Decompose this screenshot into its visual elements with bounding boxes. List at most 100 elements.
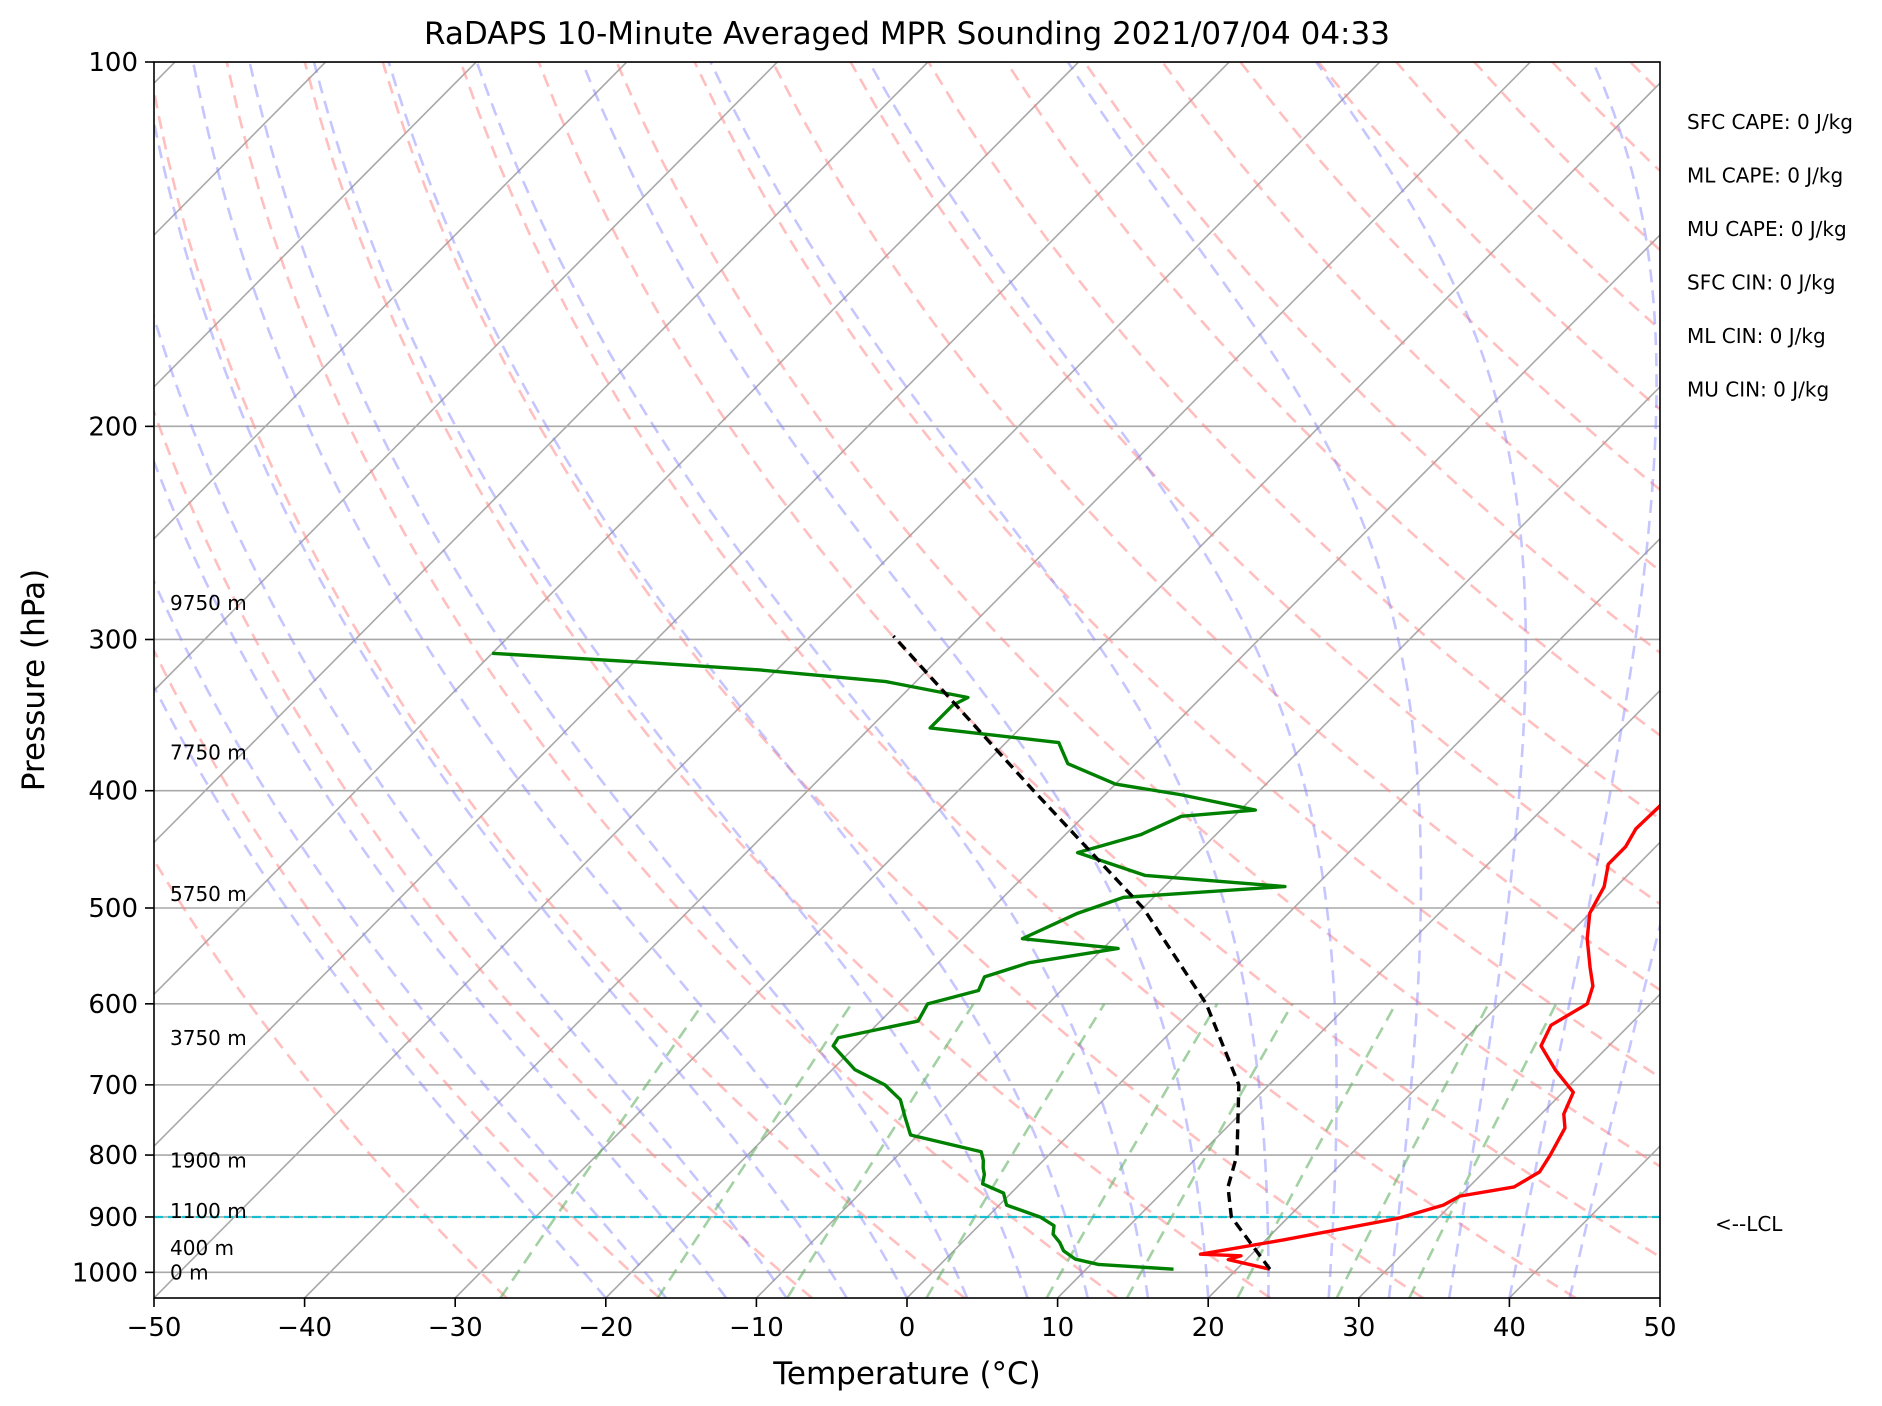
dry-adiabat-line	[225, 62, 1119, 1298]
isotherm-line	[154, 62, 1080, 996]
moist-adiabat-line	[154, 578, 668, 1298]
y-axis-label: Pressure (hPa)	[16, 569, 52, 791]
dry-adiabat-line	[381, 62, 1424, 1298]
moist-adiabat-line	[709, 62, 1270, 1298]
moist-adiabat-line	[154, 313, 788, 1298]
y-tick-label: 400	[88, 777, 138, 807]
isotherm-line	[1358, 993, 1660, 1298]
plot-area	[154, 62, 1882, 1298]
x-tick-label: −40	[277, 1313, 332, 1343]
isotherm-line	[154, 62, 1230, 1148]
isotherm-line	[154, 62, 477, 388]
isotherm-line	[154, 62, 778, 692]
y-tick-label: 500	[88, 894, 138, 924]
dry-adiabat-line	[303, 62, 1271, 1298]
dry-adiabat-line	[154, 857, 508, 1298]
moist-adiabat-line	[1508, 62, 1658, 1298]
isotherm-line	[304, 62, 1531, 1298]
height-label: 400 m	[170, 1236, 234, 1260]
x-axis: −50 −40 −30 −20 −10 0 10 20 30 40 50	[127, 1298, 1677, 1343]
x-tick-label: 30	[1342, 1313, 1375, 1343]
dry-adiabat-line	[927, 62, 1660, 821]
mixing-ratio-line	[656, 1003, 853, 1298]
moist-adiabat-line	[1066, 62, 1423, 1298]
x-tick-label: 20	[1192, 1313, 1225, 1343]
y-tick-label: 800	[88, 1141, 138, 1171]
height-label: 0 m	[170, 1260, 209, 1284]
y-tick-label: 300	[88, 625, 138, 655]
x-tick-label: −30	[428, 1313, 483, 1343]
dry-adiabat-line	[459, 62, 1577, 1298]
temperature-profile	[1198, 803, 1660, 1271]
dry-adiabat-line	[1083, 62, 1660, 655]
moist-adiabat-line	[867, 62, 1338, 1298]
isotherm-line	[1659, 1296, 1660, 1298]
mixing-ratio-line	[925, 1003, 1106, 1298]
moist-adiabat-line	[1315, 62, 1528, 1298]
mixing-ratio-line	[1125, 1003, 1294, 1298]
moist-adiabat-line	[475, 62, 1150, 1298]
isotherm-line	[1811, 62, 1882, 1298]
parcel-profile	[892, 634, 1272, 1271]
y-tick-label: 1000	[72, 1258, 138, 1288]
mixing-ratio-line	[1236, 1003, 1397, 1298]
isotherm-line	[1057, 689, 1660, 1298]
stat-line: ML CAPE: 0 J/kg	[1687, 164, 1843, 188]
isotherm-line	[755, 385, 1660, 1298]
isotherm-line	[1207, 841, 1660, 1298]
dry-adiabat-line	[1473, 62, 1660, 252]
y-tick-label: 600	[88, 990, 138, 1020]
isotherm-line	[906, 537, 1660, 1298]
lcl-label: <--LCL	[1715, 1212, 1783, 1236]
dry-adiabat-line	[615, 62, 1660, 1168]
y-tick-label: 900	[88, 1203, 138, 1233]
moist-adiabat-line	[154, 115, 848, 1298]
isotherm-line	[154, 62, 1381, 1298]
stat-line: ML CIN: 0 J/kg	[1687, 324, 1826, 348]
mixing-ratio-line	[786, 1003, 975, 1298]
plot-frame	[153, 61, 1661, 1299]
height-label: 3750 m	[170, 1026, 247, 1050]
moist-adiabat-line	[154, 458, 728, 1298]
moist-adiabat-line	[248, 62, 969, 1298]
x-tick-label: 10	[1041, 1313, 1074, 1343]
mixing-ratio-line	[499, 1003, 704, 1298]
isotherm-line	[154, 62, 628, 540]
moist-adiabat-line	[312, 62, 1029, 1298]
dry-adiabat-line	[1708, 62, 1882, 1298]
y-tick-label: 100	[88, 48, 138, 78]
moist-adiabat-line	[581, 62, 1210, 1298]
mixing-ratio-line	[1408, 1003, 1558, 1298]
moist-adiabat-line	[1568, 920, 1660, 1298]
dry-adiabat-line	[1395, 62, 1660, 332]
x-tick-label: 0	[899, 1313, 916, 1343]
dry-adiabat-line	[849, 62, 1660, 906]
dry-adiabat-line	[693, 62, 1660, 1079]
moist-adiabat-line	[191, 62, 909, 1298]
stability-indices: SFC CAPE: 0 J/kg ML CAPE: 0 J/kg MU CAPE: …	[1687, 110, 1853, 402]
x-tick-label: 50	[1643, 1313, 1676, 1343]
mixing-ratio-line	[1335, 1003, 1490, 1298]
dry-adiabat-line	[1005, 62, 1660, 737]
y-tick-label: 200	[88, 412, 138, 442]
x-axis-label: Temperature (°C)	[772, 1356, 1041, 1392]
x-tick-label: 40	[1493, 1313, 1526, 1343]
isotherm-line	[605, 233, 1660, 1298]
dry-adiabat-line	[154, 408, 813, 1298]
dry-adiabat-line	[537, 62, 1660, 1259]
height-label: 1100 m	[170, 1199, 247, 1223]
dry-adiabat-line	[1161, 62, 1660, 573]
dry-adiabat-line	[1551, 62, 1660, 173]
dewpoint-profile	[492, 651, 1287, 1271]
stat-line: SFC CIN: 0 J/kg	[1687, 271, 1835, 295]
height-label: 1900 m	[170, 1148, 247, 1172]
x-tick-label: −20	[578, 1313, 633, 1343]
dry-adiabat-line	[1629, 62, 1660, 94]
x-tick-label: −10	[729, 1313, 784, 1343]
stat-line: MU CAPE: 0 J/kg	[1687, 217, 1847, 241]
height-label: 9750 m	[170, 591, 247, 615]
isotherm-line	[454, 81, 1660, 1298]
stat-line: SFC CAPE: 0 J/kg	[1687, 110, 1853, 134]
